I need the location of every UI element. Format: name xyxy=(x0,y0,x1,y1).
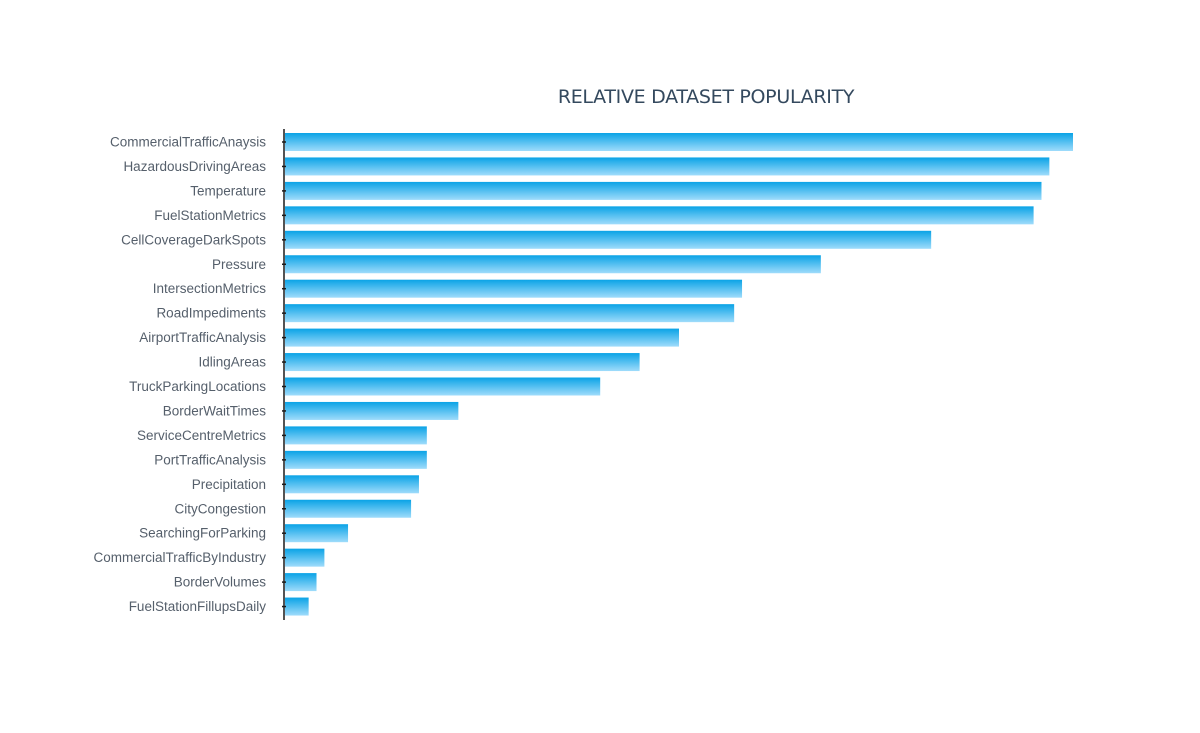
bars-group xyxy=(285,133,1073,616)
bar-CityCongestion xyxy=(285,499,412,518)
category-label: IntersectionMetrics xyxy=(153,281,267,296)
bar-CellCoverageDarkSpots xyxy=(285,230,932,249)
category-label: CityCongestion xyxy=(174,501,266,516)
category-label: Temperature xyxy=(190,183,266,198)
category-label: BorderVolumes xyxy=(174,575,267,590)
bar-Precipitation xyxy=(285,475,419,494)
category-label: RoadImpediments xyxy=(156,306,266,321)
bar-FuelStationMetrics xyxy=(285,206,1034,225)
bar-RoadImpediments xyxy=(285,304,735,323)
bar-PortTrafficAnalysis xyxy=(285,450,427,469)
bar-TruckParkingLocations xyxy=(285,377,601,396)
category-label: IdlingAreas xyxy=(198,355,266,370)
category-label: FuelStationFillupsDaily xyxy=(129,599,267,614)
bar-BorderVolumes xyxy=(285,573,317,592)
category-label: BorderWaitTimes xyxy=(163,403,267,418)
bar-IntersectionMetrics xyxy=(285,279,743,298)
category-labels-group: CommercialTrafficAnaysis HazardousDriving… xyxy=(93,135,266,615)
category-label: CellCoverageDarkSpots xyxy=(121,232,266,247)
bar-IdlingAreas xyxy=(285,353,640,372)
bar-Temperature xyxy=(285,181,1042,200)
category-label: HazardousDrivingAreas xyxy=(123,159,266,174)
bar-SearchingForParking xyxy=(285,524,349,543)
category-label: ServiceCentreMetrics xyxy=(137,428,266,443)
category-label: TruckParkingLocations xyxy=(129,379,266,394)
bar-CommercialTrafficAnaysis xyxy=(285,133,1073,151)
bar-FuelStationFillupsDaily xyxy=(285,597,309,616)
chart-title: RELATIVE DATASET POPULARITY xyxy=(558,86,855,108)
bar-CommercialTrafficByIndustry xyxy=(285,548,325,567)
bar-BorderWaitTimes xyxy=(285,401,459,420)
category-label: AirportTrafficAnalysis xyxy=(139,330,266,345)
category-label: Precipitation xyxy=(192,477,266,492)
category-label: SearchingForParking xyxy=(139,526,266,541)
category-label: Pressure xyxy=(212,257,266,272)
bar-ServiceCentreMetrics xyxy=(285,426,427,445)
bar-AirportTrafficAnalysis xyxy=(285,328,679,347)
category-label: FuelStationMetrics xyxy=(154,208,266,223)
bar-Pressure xyxy=(285,255,821,274)
category-label: PortTrafficAnalysis xyxy=(154,452,266,467)
bar-HazardousDrivingAreas xyxy=(285,157,1050,176)
category-label: CommercialTrafficByIndustry xyxy=(93,550,266,565)
category-label: CommercialTrafficAnaysis xyxy=(110,135,266,150)
